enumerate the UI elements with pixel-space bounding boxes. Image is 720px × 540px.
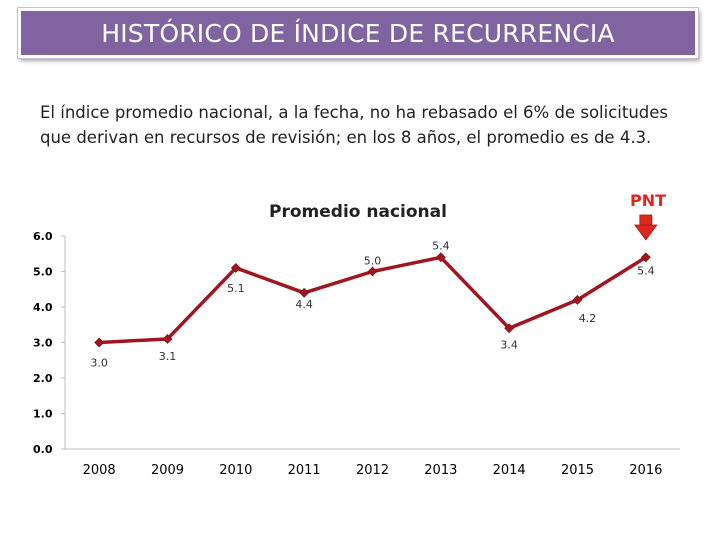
x-tick-label: 2009 bbox=[151, 463, 184, 478]
x-tick-label: 2016 bbox=[629, 463, 662, 478]
y-tick-label: 2.0 bbox=[33, 372, 53, 385]
y-tick-label: 1.0 bbox=[33, 408, 53, 421]
y-tick-label: 5.0 bbox=[33, 266, 53, 279]
x-tick-label: 2011 bbox=[288, 463, 321, 478]
x-tick-label: 2014 bbox=[493, 463, 526, 478]
data-label: 5.4 bbox=[637, 264, 655, 277]
title-banner: HISTÓRICO DE ÍNDICE DE RECURRENCIA bbox=[18, 8, 698, 58]
data-point bbox=[572, 294, 583, 305]
data-label: 5.1 bbox=[227, 282, 245, 295]
y-tick-label: 4.0 bbox=[33, 301, 53, 314]
data-label: 4.4 bbox=[295, 298, 313, 311]
intro-line-1: El índice promedio nacional, a la fecha,… bbox=[40, 103, 669, 122]
x-tick-label: 2013 bbox=[424, 463, 457, 478]
chart-title: Promedio nacional bbox=[269, 202, 447, 222]
y-tick-label: 0.0 bbox=[33, 443, 53, 456]
pnt-annotation-label: PNT bbox=[630, 191, 666, 210]
data-point bbox=[299, 287, 310, 298]
arrow-shaft bbox=[639, 214, 653, 227]
data-point bbox=[640, 252, 651, 263]
down-arrow-icon bbox=[634, 214, 658, 241]
data-label: 4.2 bbox=[579, 312, 597, 325]
x-tick-label: 2008 bbox=[83, 463, 116, 478]
data-label: 3.0 bbox=[90, 357, 108, 370]
data-point bbox=[230, 263, 241, 273]
x-tick-label: 2012 bbox=[356, 463, 389, 478]
data-point bbox=[435, 252, 446, 263]
x-tick-label: 2015 bbox=[561, 463, 594, 478]
intro-line-2: que derivan en recursos de revisión; en … bbox=[40, 128, 652, 147]
data-point bbox=[504, 323, 515, 334]
arrow-head bbox=[634, 224, 658, 241]
x-tick-label: 2010 bbox=[219, 463, 252, 478]
data-label: 3.1 bbox=[159, 350, 177, 363]
data-point bbox=[94, 337, 105, 348]
data-point bbox=[162, 334, 173, 344]
data-label: 5.0 bbox=[364, 255, 382, 268]
data-point bbox=[367, 266, 378, 277]
page-title: HISTÓRICO DE ÍNDICE DE RECURRENCIA bbox=[101, 18, 615, 48]
data-label: 5.4 bbox=[432, 239, 450, 252]
y-tick-label: 6.0 bbox=[33, 230, 53, 243]
y-tick-label: 3.0 bbox=[33, 337, 53, 350]
intro-paragraph: El índice promedio nacional, a la fecha,… bbox=[40, 100, 680, 150]
data-label: 3.4 bbox=[500, 338, 518, 351]
